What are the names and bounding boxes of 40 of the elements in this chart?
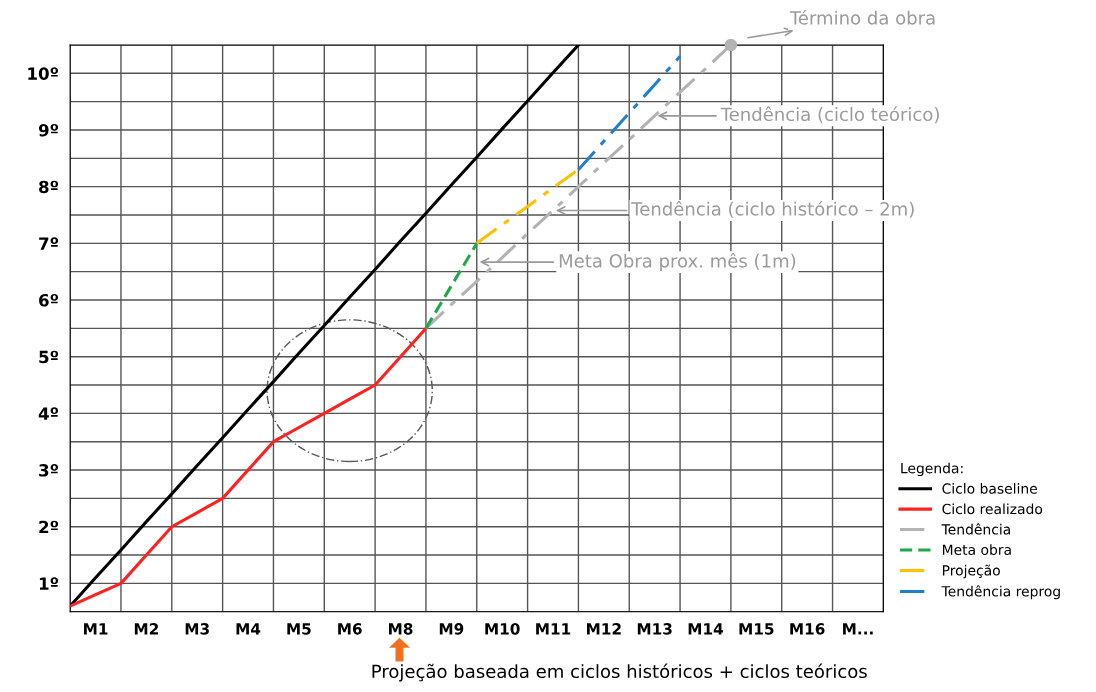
annotation: Meta Obra prox. mês (1m) xyxy=(559,252,796,272)
annotation: Tendência (ciclo teórico) xyxy=(720,106,939,124)
y-tick-label: 10º xyxy=(28,67,59,80)
x-tick-label: M5 xyxy=(287,623,311,635)
legend-title: Legenda: xyxy=(901,462,963,477)
y-tick-label: 6º xyxy=(39,293,59,307)
legend-label: Tendência reprog xyxy=(941,585,1060,600)
y-tick-label: 4º xyxy=(38,407,59,420)
y-tick-label: 1º xyxy=(39,577,59,590)
x-tick-label: M8 xyxy=(389,623,413,635)
x-tick-label: M6 xyxy=(338,623,362,635)
x-tick-label: M11 xyxy=(536,623,571,635)
legend-label: Meta obra xyxy=(942,544,1011,555)
x-tick-label: M4 xyxy=(236,623,261,635)
y-tick-label: 2º xyxy=(39,520,59,534)
x-tick-label: M10 xyxy=(485,623,520,635)
x-tick-label: M13 xyxy=(637,623,672,635)
y-tick-label: 7º xyxy=(39,237,59,250)
x-tick-label: M16 xyxy=(790,623,825,635)
text: Projeção baseada em ciclos históricos + ciclos teóricos xyxy=(372,663,867,682)
legend-label: Tendência xyxy=(941,523,1010,535)
y-tick-label: 5º xyxy=(39,350,59,364)
x-tick-label: M14 xyxy=(688,623,724,635)
x-tick-label: M15 xyxy=(739,623,774,635)
text: Término da obra xyxy=(789,10,935,25)
x-tick-label: M12 xyxy=(587,623,621,635)
x-tick-label: M2 xyxy=(134,623,158,635)
line-series xyxy=(576,54,682,172)
line-series xyxy=(70,326,428,608)
y-tick-label: 9º xyxy=(38,123,59,137)
legend-label: Ciclo realizado xyxy=(942,503,1043,515)
legend-label: Ciclo baseline xyxy=(942,483,1038,494)
x-tick-label: M... xyxy=(843,623,873,635)
x-tick-label: M9 xyxy=(439,623,464,635)
annotation: Tendência (ciclo histórico – 2m) xyxy=(631,201,914,218)
x-tick-label: M1 xyxy=(84,623,108,635)
legend-label: Projeção xyxy=(942,564,1000,579)
y-tick-label: 8º xyxy=(39,180,59,194)
x-tick-label: M3 xyxy=(185,623,209,635)
y-tick-label: 3º xyxy=(39,464,59,477)
